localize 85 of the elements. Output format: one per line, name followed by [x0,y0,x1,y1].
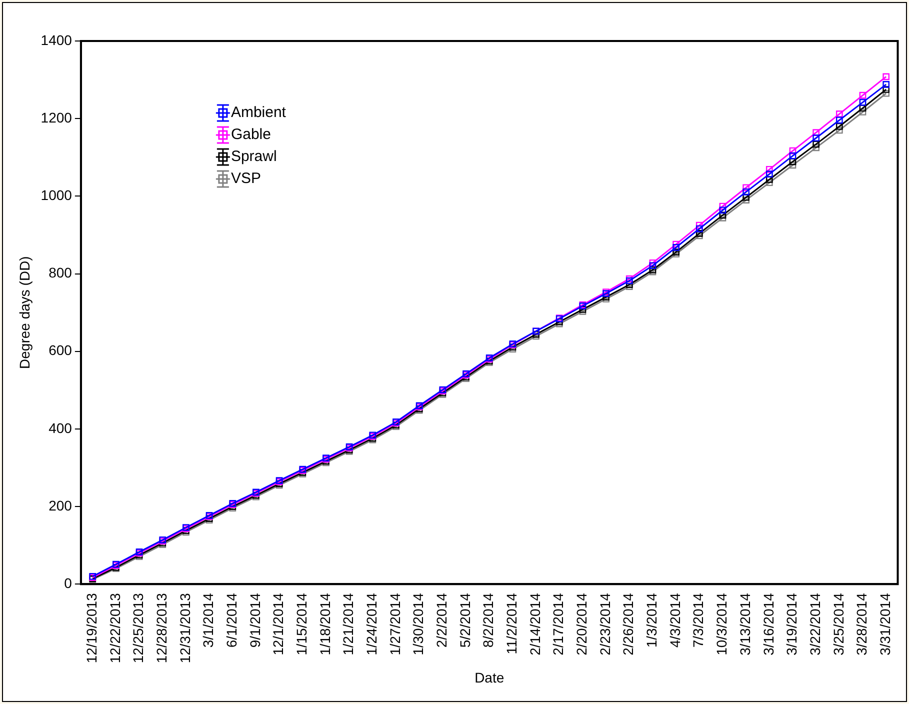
point [696,222,703,229]
point [836,116,843,124]
point [882,86,890,93]
point [766,179,773,186]
point [766,176,773,183]
legend-label: Sprawl [230,148,277,166]
x-tick-label: 5/2/2014 [456,592,473,648]
point [836,122,843,130]
point [649,259,656,266]
x-tick-label: 3/22/2014 [806,592,823,656]
point [812,129,820,136]
legend-label: Ambient [230,104,287,122]
y-tick-label: 800 [48,264,72,281]
x-tick-label: 1/21/2014 [340,592,356,656]
x-tick-label: 12/19/2013 [83,592,100,664]
x-tick-label: 3/13/2014 [736,592,753,656]
point [766,166,773,173]
x-tick-label: 12/22/2013 [106,592,123,664]
point [859,104,866,112]
x-tick-label: 3/28/2014 [854,592,870,656]
point [742,196,750,204]
x-tick-label: 3/31/2014 [876,592,893,656]
y-tick-label: 200 [48,497,72,514]
point [649,262,656,270]
point [742,184,750,192]
x-axis-title: Date [474,669,504,686]
x-tick-label: 2/14/2014 [526,592,543,656]
point [742,188,750,196]
x-tick-label: 2/20/2014 [574,592,590,656]
point [859,98,866,106]
point [719,206,726,214]
x-tick-label: 9/1/2014 [246,592,263,648]
x-tick-label: 12/25/2013 [130,592,146,664]
x-tick-label: 1/3/2014 [644,592,660,648]
x-tick-label: 12/1/2014 [270,592,286,656]
x-tick-label: 3/25/2014 [830,592,846,656]
point [859,92,866,99]
x-tick-label: 1/18/2014 [316,592,333,656]
x-tick-label: 3/16/2014 [760,592,776,656]
x-tick-label: 11/2/2014 [504,592,520,654]
point [742,194,750,201]
point [672,240,680,248]
x-tick-label: 3/19/2014 [784,592,800,656]
point [836,110,843,118]
point [789,152,796,160]
point [812,134,820,142]
x-tick-label: 1/30/2014 [410,592,426,656]
point [766,170,773,178]
x-tick-label: 2/26/2014 [620,592,636,656]
point [789,158,796,166]
legend-label: Gable [230,126,271,144]
x-tick-label: 7/3/2014 [690,592,706,648]
y-tick-label: 1000 [40,187,72,204]
point [719,212,726,219]
point [882,73,890,80]
x-tick-label: 8/2/2014 [480,592,496,648]
point [696,232,703,240]
x-tick-label: 2/17/2014 [550,592,566,656]
y-tick-label: 1200 [40,109,72,126]
point [812,140,820,148]
y-axis-title: Degree days (DD) [16,256,32,369]
x-tick-label: 2/23/2014 [596,592,613,656]
x-tick-label: 6/1/2014 [223,592,240,648]
point [719,202,726,210]
point [882,81,890,88]
point [672,244,680,251]
point [696,225,703,232]
y-tick-label: 0 [64,574,72,591]
x-tick-label: 10/3/2014 [714,592,730,656]
y-tick-label: 600 [48,342,72,358]
x-tick-label: 4/3/2014 [666,592,683,648]
y-tick-label: 400 [48,420,72,436]
x-tick-label: 3/1/2014 [200,592,216,648]
x-tick-label: 1/15/2014 [294,592,310,656]
x-tick-label: 2/2/2014 [434,592,450,648]
x-tick-label: 12/31/2013 [176,592,193,664]
x-tick-label: 12/28/2013 [153,592,170,664]
point [696,230,703,237]
legend-label: VSP [230,170,261,188]
point [789,147,796,154]
x-tick-label: 1/24/2014 [364,592,380,656]
y-tick-label: 1400 [40,32,72,48]
point [789,162,796,169]
x-tick-label: 1/27/2014 [386,592,403,656]
point [719,214,726,222]
